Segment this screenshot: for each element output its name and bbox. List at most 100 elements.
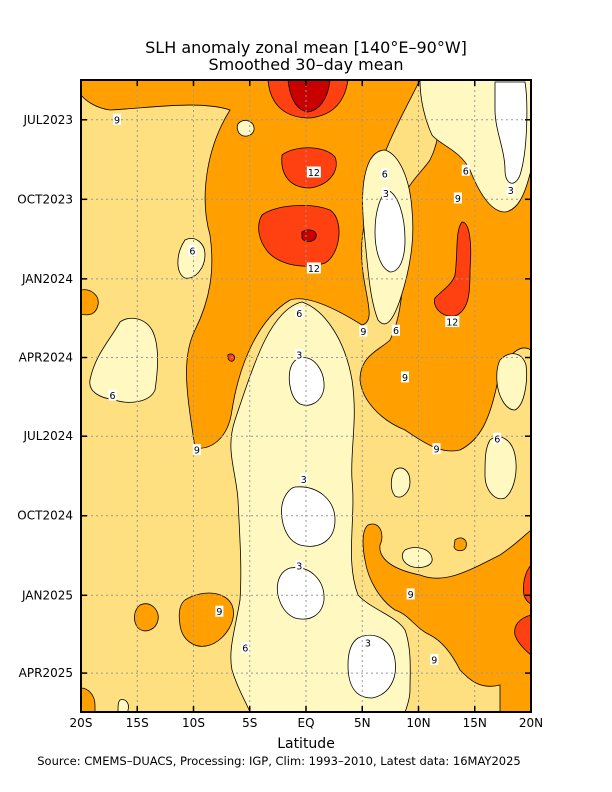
x-tick-label: 5S <box>242 716 257 730</box>
contour-label-bg <box>506 184 515 196</box>
x-tick-label: 10N <box>406 716 430 730</box>
y-tick-label: APR2025 <box>19 666 73 680</box>
contour-label-bg <box>295 348 304 360</box>
chart-subtitle: Smoothed 30–day mean <box>208 55 403 74</box>
contour-label-bg <box>113 113 121 125</box>
y-tick-label: JUL2023 <box>22 113 73 127</box>
x-axis-title: Latitude <box>277 736 335 752</box>
y-tick-label: OCT2024 <box>17 509 73 523</box>
contour-label-bg <box>188 245 197 257</box>
source-footer: Source: CMEMS–DUACS, Processing: IGP, Cl… <box>37 754 520 768</box>
x-tick-label: 10S <box>182 716 205 730</box>
contour-label-bg <box>306 166 321 178</box>
contour-label-text: 6 <box>189 247 195 258</box>
contour-label-bg <box>108 389 117 401</box>
contour-label-bg <box>241 642 250 654</box>
darkred-region-small <box>301 229 317 243</box>
contour-label-text: 9 <box>216 607 222 618</box>
contour-label: 6 <box>188 245 197 258</box>
contour-label-bg <box>392 324 400 336</box>
contour-label-bg <box>295 559 304 571</box>
y-tick-labels: JUL2023 OCT2023 JAN2024 APR2024 JUL2024 … <box>17 113 73 680</box>
contour-label-bg <box>215 605 224 617</box>
contour-label-bg <box>306 262 321 274</box>
contour-label-text: 9 <box>360 327 366 338</box>
contour-label-text: 6 <box>109 391 115 402</box>
y-tick-label: APR2024 <box>19 351 73 365</box>
contour-label: 3 <box>381 187 390 200</box>
x-tick-label: 5N <box>354 716 371 730</box>
x-tick-label: 15N <box>463 716 487 730</box>
contour-label-text: 3 <box>301 475 307 486</box>
contour-label-text: 3 <box>296 350 302 361</box>
contour-label-text: 9 <box>408 590 414 601</box>
contour-label: 9 <box>401 371 409 384</box>
contour-label-bg <box>299 473 308 485</box>
x-tick-label: 15S <box>126 716 149 730</box>
contour-label-text: 12 <box>446 318 458 329</box>
orange-region-left-edge-1 <box>81 289 99 316</box>
contour-label-bg <box>401 371 409 383</box>
contour-label: 3 <box>295 559 304 572</box>
contour-label: 12 <box>445 316 460 329</box>
light-region-east-mid <box>484 436 517 500</box>
contour-label-text: 6 <box>242 644 248 655</box>
contour-label-text: 9 <box>114 115 120 126</box>
grid-lines <box>81 80 531 712</box>
orange-blob-small-1 <box>453 537 467 552</box>
chart-title: SLH anomaly zonal mean [140°E–90°W] <box>145 38 467 57</box>
x-tick-label: 20S <box>70 716 93 730</box>
contour-label-text: 12 <box>308 264 320 275</box>
contour-label-text: 6 <box>463 166 469 177</box>
light-region-west-small <box>177 238 206 279</box>
orange-region-south-right <box>362 523 531 712</box>
contour-label: 6 <box>392 324 400 337</box>
contour-label: 6 <box>380 168 389 181</box>
contour-label-text: 3 <box>365 638 371 649</box>
contour-label-bg <box>359 325 368 337</box>
y-tick-label: JUL2024 <box>22 429 73 443</box>
contour-label: 9 <box>215 605 224 618</box>
x-tick-labels: 20S 15S 10S 5S EQ 5N 10N 15N 20N <box>70 716 544 730</box>
contour-label: 6 <box>295 307 304 320</box>
contour-label: 9 <box>432 443 441 456</box>
white-region-north-east <box>494 81 528 184</box>
y-tick-label: OCT2023 <box>17 192 73 206</box>
contour-label: 9 <box>192 444 201 457</box>
contour-label: 12 <box>306 262 321 275</box>
contour-label-text: 9 <box>455 194 461 205</box>
tick-marks <box>80 80 532 712</box>
red-region-east-edge-2 <box>514 614 531 656</box>
contour-label-bg <box>381 187 390 199</box>
contour-label-text: 6 <box>393 326 399 337</box>
contour-label-bg <box>453 192 462 204</box>
light-region-mid-left-blob <box>117 699 129 712</box>
white-region-south <box>347 634 396 699</box>
contour-label: 6 <box>461 164 470 177</box>
contour-label-bg <box>295 307 304 319</box>
contour-label-text: 6 <box>494 434 500 445</box>
y-tick-label: JAN2024 <box>21 272 73 286</box>
orange-region-left-edge-2 <box>134 603 159 632</box>
white-region-eq-mid <box>281 486 336 547</box>
x-tick-label: 20N <box>519 716 543 730</box>
white-region-eq-north <box>288 357 325 406</box>
light-region-east-upper <box>496 353 527 411</box>
contour-label: 9 <box>359 325 368 338</box>
contour-label-bg <box>430 654 439 666</box>
contour-label-text: 6 <box>296 309 302 320</box>
contour-label: 12 <box>306 166 321 179</box>
contour-label-text: 9 <box>431 656 437 667</box>
contour-label: 3 <box>295 348 304 361</box>
contour-label: 6 <box>108 389 117 402</box>
contour-label: 3 <box>506 184 515 197</box>
white-region-eq-south <box>276 567 325 620</box>
contour-label-bg <box>461 164 470 176</box>
x-tick-label: EQ <box>297 716 314 730</box>
contour-label-text: 9 <box>402 373 408 384</box>
contour-label-text: 6 <box>382 170 388 181</box>
darkred-region-top <box>287 80 331 113</box>
contour-label-text: 3 <box>296 561 302 572</box>
contour-label-text: 9 <box>433 445 439 456</box>
